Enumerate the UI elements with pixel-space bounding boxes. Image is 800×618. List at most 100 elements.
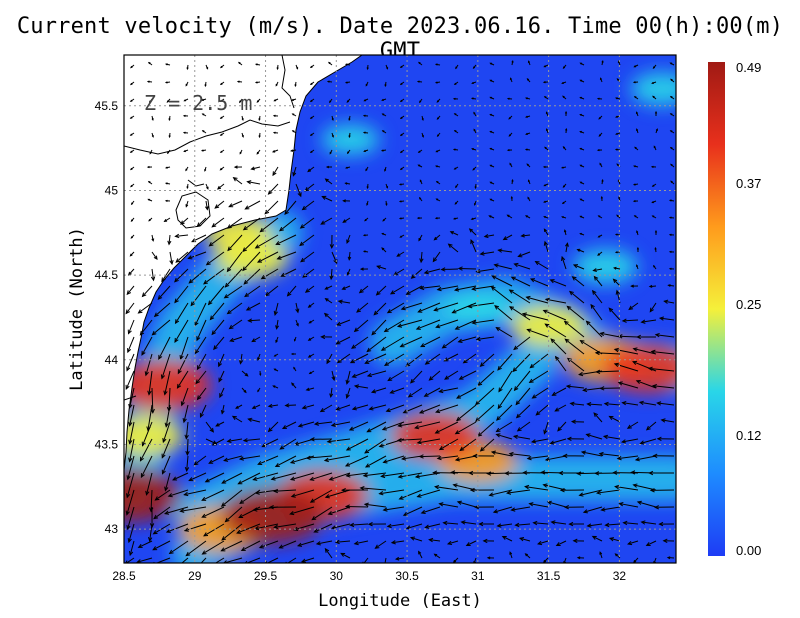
velocity-arrow (158, 336, 171, 360)
velocity-arrow (183, 149, 189, 153)
velocity-arrow (669, 146, 675, 151)
velocity-arrow (497, 387, 513, 410)
velocity-arrow (399, 336, 423, 348)
velocity-arrow (418, 550, 423, 559)
velocity-arrow (398, 489, 423, 500)
velocity-arrow (526, 328, 549, 338)
velocity-arrow (651, 81, 657, 84)
velocity-arrow (420, 506, 441, 515)
velocity-arrow (543, 183, 549, 187)
velocity-arrow (543, 240, 549, 253)
velocity-arrow (632, 347, 657, 355)
velocity-arrow (309, 149, 315, 154)
velocity-arrow (238, 506, 261, 519)
velocity-arrow (242, 234, 261, 253)
velocity-arrow (366, 336, 387, 353)
velocity-arrow (418, 61, 423, 66)
velocity-arrow (244, 200, 261, 210)
velocity-arrow (349, 522, 369, 528)
velocity-arrow (144, 353, 153, 377)
velocity-arrow (579, 130, 585, 134)
velocity-arrow (172, 472, 189, 481)
velocity-arrow (597, 234, 603, 238)
velocity-arrow (300, 251, 315, 263)
velocity-arrow (579, 181, 585, 185)
velocity-arrow (416, 80, 423, 83)
velocity-arrow (295, 319, 299, 327)
velocity-arrow (669, 95, 675, 100)
velocity-arrow (126, 506, 135, 531)
velocity-arrow (628, 302, 639, 311)
velocity-arrow (524, 148, 531, 151)
velocity-arrow (126, 472, 135, 499)
velocity-arrow (284, 403, 297, 408)
colorbar-tick-label: 0.00 (736, 543, 761, 558)
velocity-arrow (130, 217, 135, 222)
velocity-arrow (241, 387, 247, 394)
velocity-arrow (307, 302, 315, 308)
grid-lines (124, 55, 676, 563)
velocity-arrow (373, 302, 387, 316)
velocity-arrow (226, 438, 243, 443)
velocity-arrow (398, 200, 405, 203)
velocity-arrow (512, 353, 531, 373)
velocity-arrow (219, 81, 225, 86)
velocity-arrow (345, 387, 351, 399)
velocity-arrow (353, 384, 369, 389)
velocity-arrow (219, 98, 225, 103)
velocity-arrow (579, 232, 585, 236)
velocity-arrow (218, 370, 225, 383)
velocity-arrow (330, 421, 351, 427)
velocity-arrow (566, 436, 585, 442)
velocity-arrow (273, 98, 279, 102)
velocity-arrow (204, 200, 209, 211)
colorbar-tick-label: 0.49 (736, 60, 761, 75)
velocity-arrow (457, 336, 477, 343)
velocity-arrow (324, 178, 333, 185)
velocity-arrow (351, 370, 369, 378)
velocity-arrow (270, 472, 297, 481)
velocity-arrow (472, 453, 495, 459)
velocity-arrow (324, 298, 333, 304)
velocity-arrow (513, 336, 531, 351)
velocity-arrow (650, 165, 657, 169)
velocity-arrow (366, 200, 369, 206)
velocity-arrow (475, 387, 495, 406)
velocity-arrow (128, 387, 135, 410)
velocity-arrow (211, 217, 225, 228)
velocity-arrow (586, 523, 603, 528)
velocity-arrow (366, 183, 369, 190)
velocity-arrow (380, 149, 387, 152)
velocity-arrow (608, 307, 621, 321)
velocity-arrow (226, 302, 243, 315)
velocity-arrow (475, 404, 495, 423)
velocity-arrow (185, 166, 189, 172)
velocity-arrow (399, 166, 405, 171)
velocity-arrow (524, 553, 531, 559)
velocity-arrow (346, 149, 351, 155)
velocity-arrow (371, 319, 387, 336)
velocity-arrow (416, 216, 423, 220)
velocity-arrow (396, 438, 423, 443)
velocity-arrow (359, 486, 387, 491)
velocity-arrow (586, 402, 603, 407)
velocity-arrow (164, 472, 171, 492)
velocity-arrow (200, 557, 207, 563)
velocity-arrow (168, 132, 171, 139)
velocity-arrow (418, 454, 441, 459)
land-area (124, 55, 363, 471)
velocity-arrow (569, 401, 585, 406)
velocity-arrow (125, 557, 135, 563)
velocity-arrow (544, 297, 567, 304)
velocity-arrow (367, 521, 387, 527)
velocity-arrow (273, 488, 297, 494)
velocity-arrow (363, 98, 369, 102)
velocity-arrow (526, 163, 531, 168)
velocity-arrow (205, 251, 225, 266)
velocity-arrow (449, 231, 459, 236)
velocity-arrow (214, 557, 225, 563)
velocity-arrow (599, 162, 603, 168)
velocity-arrow (326, 80, 333, 83)
velocity-arrow (455, 64, 459, 70)
velocity-arrow (579, 96, 585, 100)
